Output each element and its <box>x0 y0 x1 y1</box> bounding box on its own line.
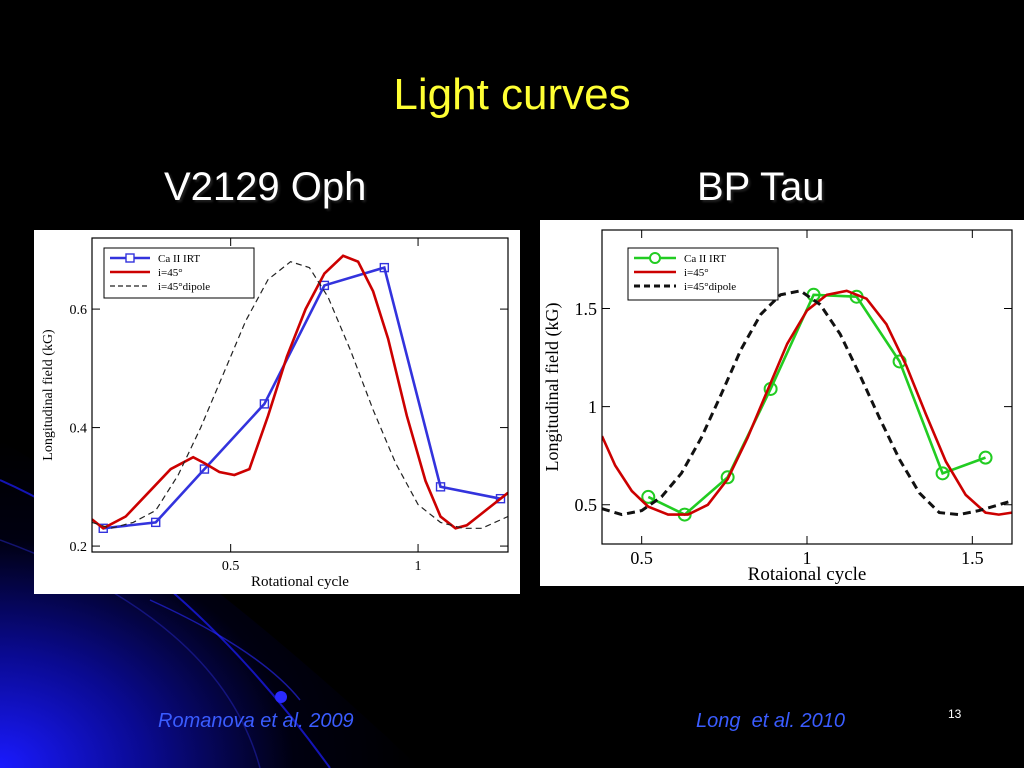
x-axis-label: Rotational cycle <box>251 574 349 590</box>
data-point-square <box>435 482 446 492</box>
series-line-1 <box>92 254 508 530</box>
data-point-square <box>259 399 270 409</box>
y-axis-label: Longitudinal field (kG) <box>542 303 563 472</box>
data-point-square <box>495 493 506 504</box>
legend-label-1: i=45° <box>684 267 709 279</box>
x-axis-label: Rotaional cycle <box>748 564 867 585</box>
y-tick-label: 0.2 <box>70 540 88 555</box>
data-point-circle <box>978 450 993 465</box>
data-point-square <box>151 517 161 528</box>
left-chart-subtitle: V2129 Oph <box>164 165 367 209</box>
data-point-square <box>98 523 108 534</box>
y-tick-label: 0.5 <box>575 495 598 515</box>
legend-label-0: Ca II IRT <box>684 253 726 265</box>
page-number: 13 <box>948 707 962 721</box>
slide-title: Light curves <box>393 70 631 119</box>
legend-marker <box>125 253 135 263</box>
y-tick-label: 1.5 <box>575 299 598 319</box>
series-line-2 <box>92 261 508 529</box>
series-line-0 <box>647 293 986 517</box>
right-chart: 0.5 1 1.5 0.5 1 1.5 Rotaional cycle Longitudina… <box>542 229 1013 585</box>
legend-label-1: i=45° <box>158 267 183 279</box>
plot-frame <box>91 237 509 553</box>
legend-marker <box>649 252 661 264</box>
x-tick-label: 0.5 <box>222 559 240 574</box>
right-citation: Long et al. 2010 <box>696 710 846 732</box>
x-tick-label: 1.5 <box>961 548 984 568</box>
x-tick-label: 1 <box>415 559 422 574</box>
left-citation: Romanova et al. 2009 <box>158 710 354 732</box>
y-tick-label: 0.4 <box>70 421 88 436</box>
data-point-circle <box>720 470 735 485</box>
x-tick-label: 0.5 <box>630 548 653 568</box>
legend-label-0: Ca II IRT <box>158 253 200 265</box>
series-line-2 <box>602 289 1012 517</box>
x-tick-label: 1 <box>803 548 812 568</box>
data-point-circle <box>935 466 950 481</box>
data-point-circle <box>641 489 656 504</box>
data-point-square <box>199 464 210 474</box>
data-point-square <box>379 262 390 273</box>
y-tick-label: 1 <box>588 397 597 417</box>
left-chart-panel: 0.5 1 0.2 0.4 0.6 Rotational cycle Longitudina… <box>34 230 520 594</box>
series-line-0 <box>103 265 501 530</box>
legend-label-2: i=45°dipole <box>158 281 210 293</box>
legend-label-2: i=45°dipole <box>684 281 736 293</box>
y-tick-label: 0.6 <box>70 303 88 318</box>
y-axis-label: Longitudinal field (kG) <box>41 329 56 461</box>
series-line-1 <box>602 289 1012 516</box>
right-chart-subtitle: BP Tau <box>697 165 825 209</box>
right-chart-panel: 0.5 1 1.5 0.5 1 1.5 Rotaional cycle Longitudina… <box>540 220 1024 586</box>
left-chart: 0.5 1 0.2 0.4 0.6 Rotational cycle Longitudina… <box>41 237 509 590</box>
